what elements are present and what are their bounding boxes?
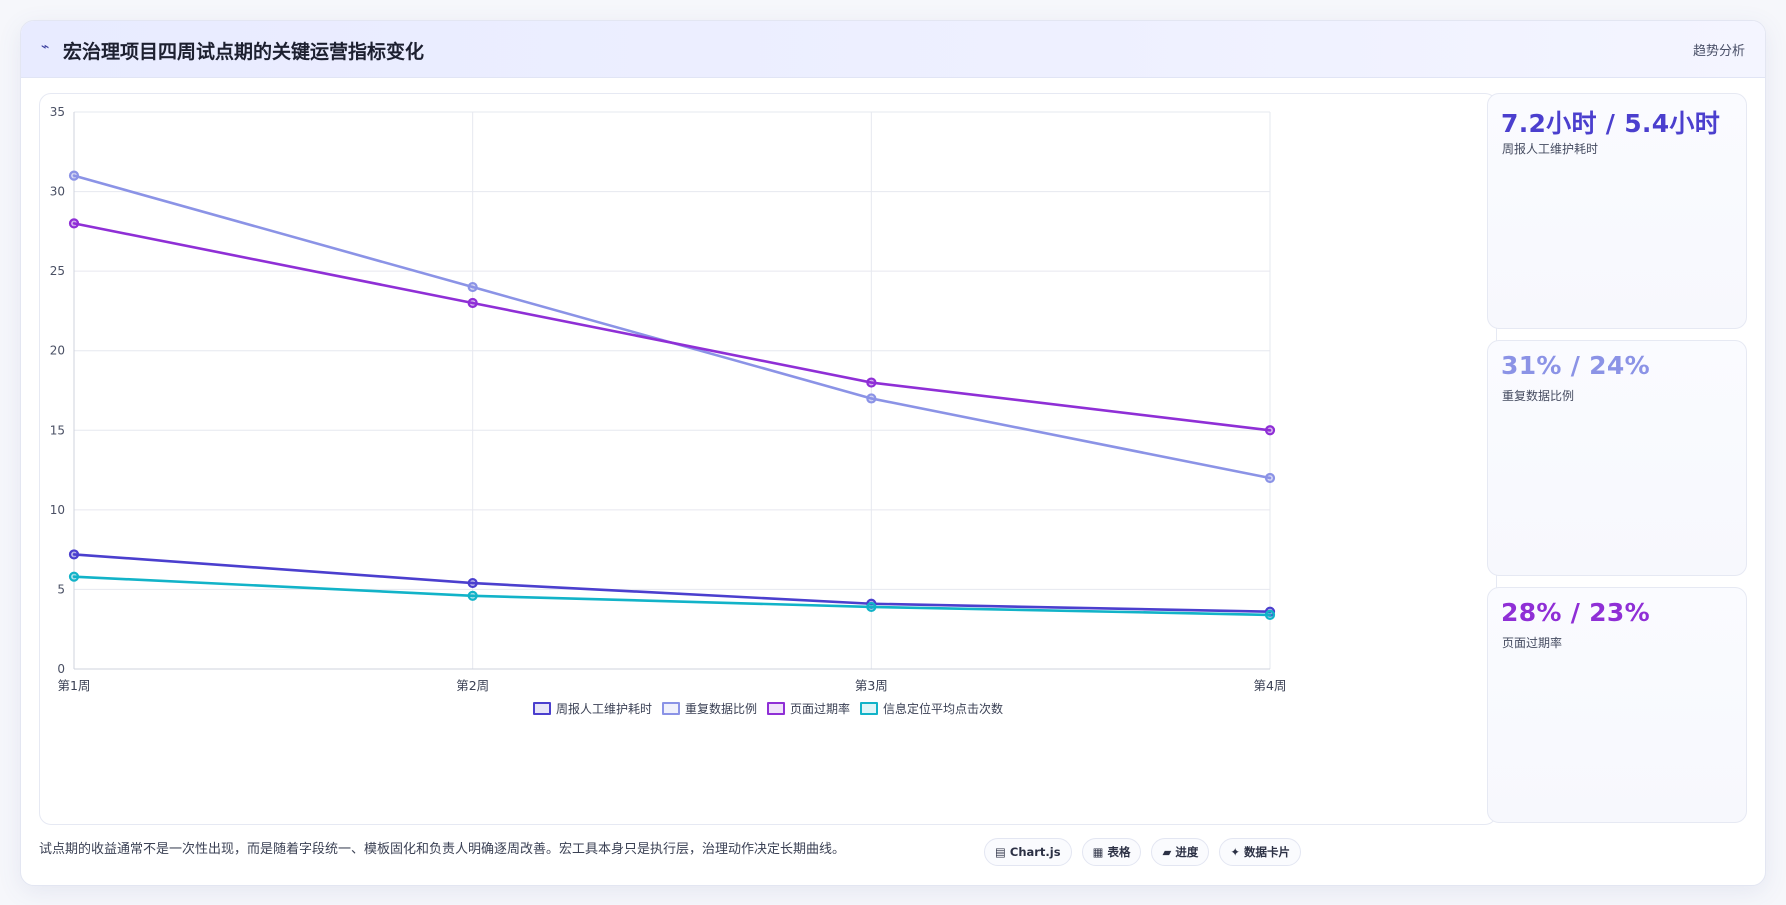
kpi-value: 7.2小时 / 5.4小时 <box>1501 109 1721 138</box>
table-icon: ▦ <box>1092 845 1104 859</box>
x-tick-label: 第4周 <box>1254 678 1287 693</box>
x-tick-label: 第1周 <box>58 678 91 693</box>
series-line-1[interactable] <box>72 553 1272 614</box>
x-tick-label: 第2周 <box>456 678 489 693</box>
chartjs-icon: ▤ <box>995 845 1006 859</box>
chart-legend: 周报人工维护耗时 重复数据比例 页面过期率 信息定位平均点击次数 <box>40 700 1496 717</box>
chip-data-card[interactable]: ✦ 数据卡片 <box>1219 838 1301 866</box>
line-chart-panel: 0 5 10 15 20 25 30 35 第1周 第2周 第3周 第4周 周报人工维护耗时 重复数据比… <box>39 93 1497 825</box>
kpi-label: 重复数据比例 <box>1502 389 1575 403</box>
y-tick-label: 5 <box>57 582 65 596</box>
data-point[interactable] <box>1264 472 1276 484</box>
y-tick-label: 35 <box>50 105 65 119</box>
chip-progress[interactable]: ▰ 进度 <box>1151 838 1210 866</box>
y-tick-label: 25 <box>50 264 65 278</box>
legend-swatch <box>767 702 785 715</box>
chip-chartjs[interactable]: ▤ Chart.js <box>984 838 1072 866</box>
data-point[interactable] <box>1264 425 1276 436</box>
legend-label: 页面过期率 <box>790 702 851 716</box>
kpi-value: 28% / 23% <box>1501 598 1650 627</box>
kpi-card-duplicate-ratio: 31% / 24% 重复数据比例 <box>1487 340 1747 576</box>
x-tick-label: 第3周 <box>855 678 888 693</box>
trend-icon: ⌁ <box>41 39 50 55</box>
series-line-2[interactable] <box>72 174 1272 480</box>
data-point[interactable] <box>866 377 877 388</box>
y-tick-label: 30 <box>50 185 65 199</box>
chip-table[interactable]: ▦ 表格 <box>1081 838 1142 866</box>
kpi-value: 31% / 24% <box>1501 351 1650 380</box>
page-title: 宏治理项目四周试点期的关键运营指标变化 <box>63 41 425 63</box>
data-point[interactable] <box>68 549 80 560</box>
legend-label: 重复数据比例 <box>684 702 757 716</box>
kpi-label: 周报人工维护耗时 <box>1502 142 1599 156</box>
sparkle-icon: ✦ <box>1230 845 1240 859</box>
data-point[interactable] <box>68 571 80 582</box>
y-tick-label: 10 <box>50 503 65 517</box>
data-point[interactable] <box>467 281 478 293</box>
legend-label: 周报人工维护耗时 <box>555 702 652 716</box>
data-point[interactable] <box>68 170 80 181</box>
kpi-label: 页面过期率 <box>1502 636 1563 650</box>
progress-icon: ▰ <box>1162 845 1172 859</box>
y-tick-label: 15 <box>50 423 65 437</box>
legend-swatch <box>661 702 680 715</box>
series-line-3[interactable] <box>72 222 1272 432</box>
line-chart: 0 5 10 15 20 25 30 35 第1周 第2周 第3周 第4周 <box>50 105 1287 693</box>
chart-footnote: 试点期的收益通常不是一次性出现，而是随着字段统一、模板固化和负责人明确逐周改善。… <box>39 842 846 857</box>
legend-swatch <box>532 702 551 715</box>
y-tick-label: 0 <box>57 662 65 676</box>
card-header: ⌁ 宏治理项目四周试点期的关键运营指标变化 趋势分析 <box>21 21 1765 78</box>
chip-label: Chart.js <box>1009 845 1061 859</box>
legend-item[interactable]: 页面过期率 <box>767 700 850 717</box>
legend-swatch <box>860 702 879 715</box>
legend-item[interactable]: 周报人工维护耗时 <box>532 700 652 717</box>
legend-item[interactable]: 重复数据比例 <box>661 700 757 717</box>
legend-item[interactable]: 信息定位平均点击次数 <box>860 700 1003 717</box>
kpi-card-stale-rate: 28% / 23% 页面过期率 <box>1487 587 1747 823</box>
data-point[interactable] <box>1264 609 1276 620</box>
data-point[interactable] <box>467 590 478 601</box>
y-tick-label: 20 <box>50 344 65 358</box>
data-point[interactable] <box>866 601 877 613</box>
chip-label: 表格 <box>1107 845 1131 859</box>
data-point[interactable] <box>866 393 877 404</box>
data-point[interactable] <box>467 297 478 309</box>
trend-analysis-tag[interactable]: 趋势分析 <box>1692 44 1745 59</box>
series-line-4[interactable] <box>72 575 1272 617</box>
feature-chips: ▤ Chart.js ▦ 表格 ▰ 进度 ✦ 数据卡片 <box>984 838 1301 866</box>
data-point[interactable] <box>68 218 80 229</box>
data-point[interactable] <box>467 577 478 589</box>
dashboard-card: ⌁ 宏治理项目四周试点期的关键运营指标变化 趋势分析 0 5 10 15 20 25 30 3… <box>20 20 1766 886</box>
legend-label: 信息定位平均点击次数 <box>883 702 1004 716</box>
chip-label: 数据卡片 <box>1243 845 1290 859</box>
kpi-card-maintenance-time: 7.2小时 / 5.4小时 周报人工维护耗时 <box>1487 93 1747 329</box>
chip-label: 进度 <box>1175 845 1199 859</box>
